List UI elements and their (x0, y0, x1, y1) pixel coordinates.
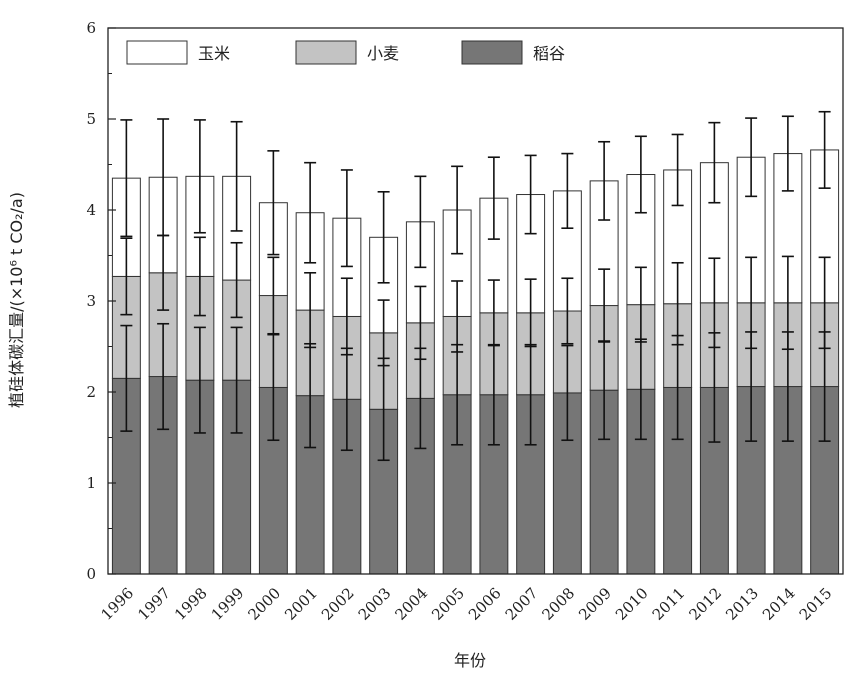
legend: 玉米 小麦 稻谷 (126, 40, 565, 65)
y-tick-label-5: 5 (86, 110, 96, 128)
legend-item-0: 玉米 (126, 40, 230, 65)
error-bar-2009-series-1 (598, 268, 611, 343)
x-tick-label-2012: 2012 (685, 584, 725, 624)
x-tick-label-1996: 1996 (97, 584, 137, 624)
y-tick-label-6: 6 (86, 19, 96, 37)
error-bar-2001-series-1 (304, 271, 317, 349)
error-bar-1997-series-0 (157, 322, 170, 431)
legend-label: 小麦 (367, 44, 399, 63)
error-bar-2000-series-1 (267, 256, 280, 335)
error-bar-1999-series-1 (230, 241, 243, 319)
legend-item-2: 稻谷 (461, 40, 565, 65)
error-bar-1998-series-1 (193, 236, 206, 317)
error-bar-1999-series-0 (230, 326, 243, 434)
x-tick-label-2007: 2007 (502, 584, 542, 624)
error-bar-2015-series-1 (818, 256, 831, 350)
error-bar-2000-series-0 (267, 333, 280, 442)
error-bar-2014-series-1 (781, 255, 794, 351)
error-bar-2003-series-2 (377, 191, 390, 284)
error-bar-2000-series-2 (267, 150, 280, 256)
error-bar-2013-series-2 (745, 117, 758, 198)
error-bar-2004-series-2 (414, 175, 427, 269)
error-bar-2008-series-1 (561, 277, 574, 345)
error-bar-1996-series-0 (120, 324, 133, 432)
x-tick-label-2002: 2002 (318, 584, 358, 624)
error-bar-2014-series-2 (781, 115, 794, 192)
legend-swatch (126, 40, 188, 65)
y-tick-label-4: 4 (86, 201, 96, 219)
x-tick-label-1997: 1997 (134, 584, 174, 624)
error-bar-2015-series-2 (818, 110, 831, 189)
x-tick-label-2003: 2003 (355, 584, 395, 624)
x-tick-label-2010: 2010 (612, 584, 652, 624)
legend-swatch (295, 40, 357, 65)
y-tick-label-3: 3 (86, 292, 96, 310)
legend-label: 玉米 (198, 44, 230, 63)
error-bar-2004-series-1 (414, 285, 427, 361)
legend-item-1: 小麦 (295, 40, 399, 65)
bar-1997-series-0 (148, 376, 178, 575)
x-tick-label-2001: 2001 (281, 584, 321, 624)
error-bar-2011-series-2 (671, 133, 684, 207)
y-tick-label-1: 1 (86, 474, 96, 492)
error-bar-2012-series-2 (708, 121, 721, 204)
error-bar-2002-series-2 (340, 169, 353, 268)
error-bar-2012-series-1 (708, 257, 721, 349)
error-bar-1998-series-2 (193, 119, 206, 234)
error-bar-1996-series-2 (120, 119, 133, 238)
error-bar-1999-series-2 (230, 120, 243, 232)
x-tick-label-2004: 2004 (391, 584, 431, 624)
error-bar-2009-series-2 (598, 140, 611, 221)
x-tick-label-2008: 2008 (538, 584, 578, 624)
x-tick-label-2015: 2015 (796, 584, 836, 624)
error-bar-2006-series-2 (487, 156, 500, 240)
error-bar-2010-series-2 (634, 135, 647, 214)
error-bar-2003-series-1 (377, 299, 390, 367)
x-tick-label-2005: 2005 (428, 584, 468, 624)
error-bar-2006-series-1 (487, 279, 500, 347)
x-tick-label-2009: 2009 (575, 584, 615, 624)
y-tick-label-0: 0 (86, 565, 96, 583)
error-bar-2008-series-2 (561, 152, 574, 229)
error-bar-1996-series-1 (120, 237, 133, 316)
error-bar-2002-series-1 (340, 277, 353, 356)
error-bar-2007-series-2 (524, 154, 537, 235)
plot-area (111, 110, 840, 575)
error-bar-2010-series-1 (634, 266, 647, 343)
error-bar-1998-series-0 (193, 326, 206, 434)
error-bar-2005-series-1 (451, 280, 464, 353)
y-axis-title: 植硅体碳汇量/(×10⁶ t CO₂/a) (7, 192, 26, 408)
legend-swatch (461, 40, 523, 65)
error-bar-2007-series-1 (524, 278, 537, 348)
x-tick-label-1999: 1999 (208, 584, 248, 624)
x-tick-label-2014: 2014 (759, 584, 799, 624)
error-bar-2013-series-1 (745, 256, 758, 350)
x-tick-label-2013: 2013 (722, 584, 762, 624)
error-bar-1997-series-2 (157, 118, 170, 237)
error-bar-2011-series-1 (671, 261, 684, 346)
legend-label: 稻谷 (533, 44, 565, 63)
x-tick-label-1998: 1998 (171, 584, 211, 624)
x-tick-label-2006: 2006 (465, 584, 505, 624)
x-axis-title: 年份 (454, 651, 486, 670)
x-tick-label-2011: 2011 (649, 584, 689, 624)
y-tick-label-2: 2 (86, 383, 96, 401)
error-bar-2001-series-2 (304, 161, 317, 264)
x-tick-label-2000: 2000 (244, 584, 284, 624)
plot-frame (107, 27, 844, 575)
error-bar-2008-series-0 (561, 344, 574, 442)
error-bar-2005-series-2 (451, 165, 464, 255)
